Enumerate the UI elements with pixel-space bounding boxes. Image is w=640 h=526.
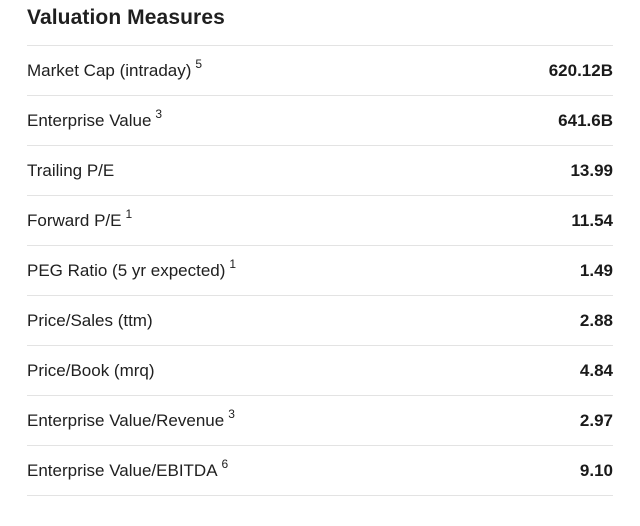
footnote-marker: 3 xyxy=(155,106,163,121)
footnote-marker: 1 xyxy=(229,256,237,271)
row-label: Price/Book (mrq) xyxy=(27,361,155,381)
row-label-text: Enterprise Value xyxy=(27,110,152,130)
row-label-text: Enterprise Value/EBITDA xyxy=(27,460,218,480)
table-row: Trailing P/E 13.99 xyxy=(27,146,613,196)
row-label-text: Forward P/E xyxy=(27,210,122,230)
table-row: Enterprise Value/Revenue 3 2.97 xyxy=(27,396,613,446)
row-value: 620.12B xyxy=(548,60,613,80)
row-value: 9.10 xyxy=(579,460,613,480)
table-row: Enterprise Value/EBITDA 6 9.10 xyxy=(27,446,613,496)
row-value: 1.49 xyxy=(579,260,613,280)
row-label-text: Enterprise Value/Revenue xyxy=(27,410,225,430)
row-value: 13.99 xyxy=(570,160,613,180)
row-label: Forward P/E 1 xyxy=(27,207,132,231)
row-value: 2.88 xyxy=(579,310,613,330)
table-row: Forward P/E 1 11.54 xyxy=(27,196,613,246)
table-row: PEG Ratio (5 yr expected) 1 1.49 xyxy=(27,246,613,296)
footnote-marker: 3 xyxy=(228,406,235,421)
table-row: Enterprise Value 3 641.6B xyxy=(27,96,613,146)
table-row: Price/Book (mrq) 4.84 xyxy=(27,346,613,396)
footnote-marker: 1 xyxy=(125,206,133,221)
table-row: Price/Sales (ttm) 2.88 xyxy=(27,296,613,346)
row-value: 11.54 xyxy=(571,210,613,230)
footnote-marker: 6 xyxy=(221,456,229,471)
row-value: 641.6B xyxy=(558,110,613,130)
row-label-text: Price/Sales (ttm) xyxy=(27,310,153,330)
section-title: Valuation Measures xyxy=(27,6,225,29)
row-label: Enterprise Value 3 xyxy=(27,107,162,131)
table-row: Market Cap (intraday) 5 620.12B xyxy=(27,46,613,96)
row-label-text: PEG Ratio (5 yr expected) xyxy=(27,260,226,280)
footnote-marker: 5 xyxy=(195,56,203,71)
row-label: PEG Ratio (5 yr expected) 1 xyxy=(27,257,236,281)
row-label-text: Price/Book (mrq) xyxy=(27,360,155,380)
row-label: Trailing P/E xyxy=(27,161,114,181)
row-label-text: Trailing P/E xyxy=(27,160,115,180)
row-label: Enterprise Value/Revenue 3 xyxy=(27,407,235,431)
row-label: Enterprise Value/EBITDA 6 xyxy=(27,457,228,481)
row-value: 4.84 xyxy=(579,360,613,380)
row-label: Price/Sales (ttm) xyxy=(27,311,153,331)
row-label: Market Cap (intraday) 5 xyxy=(27,57,202,81)
valuation-table: Market Cap (intraday) 5 620.12B Enterpris… xyxy=(27,45,613,496)
row-value: 2.97 xyxy=(579,410,613,430)
row-label-text: Market Cap (intraday) xyxy=(27,60,192,80)
